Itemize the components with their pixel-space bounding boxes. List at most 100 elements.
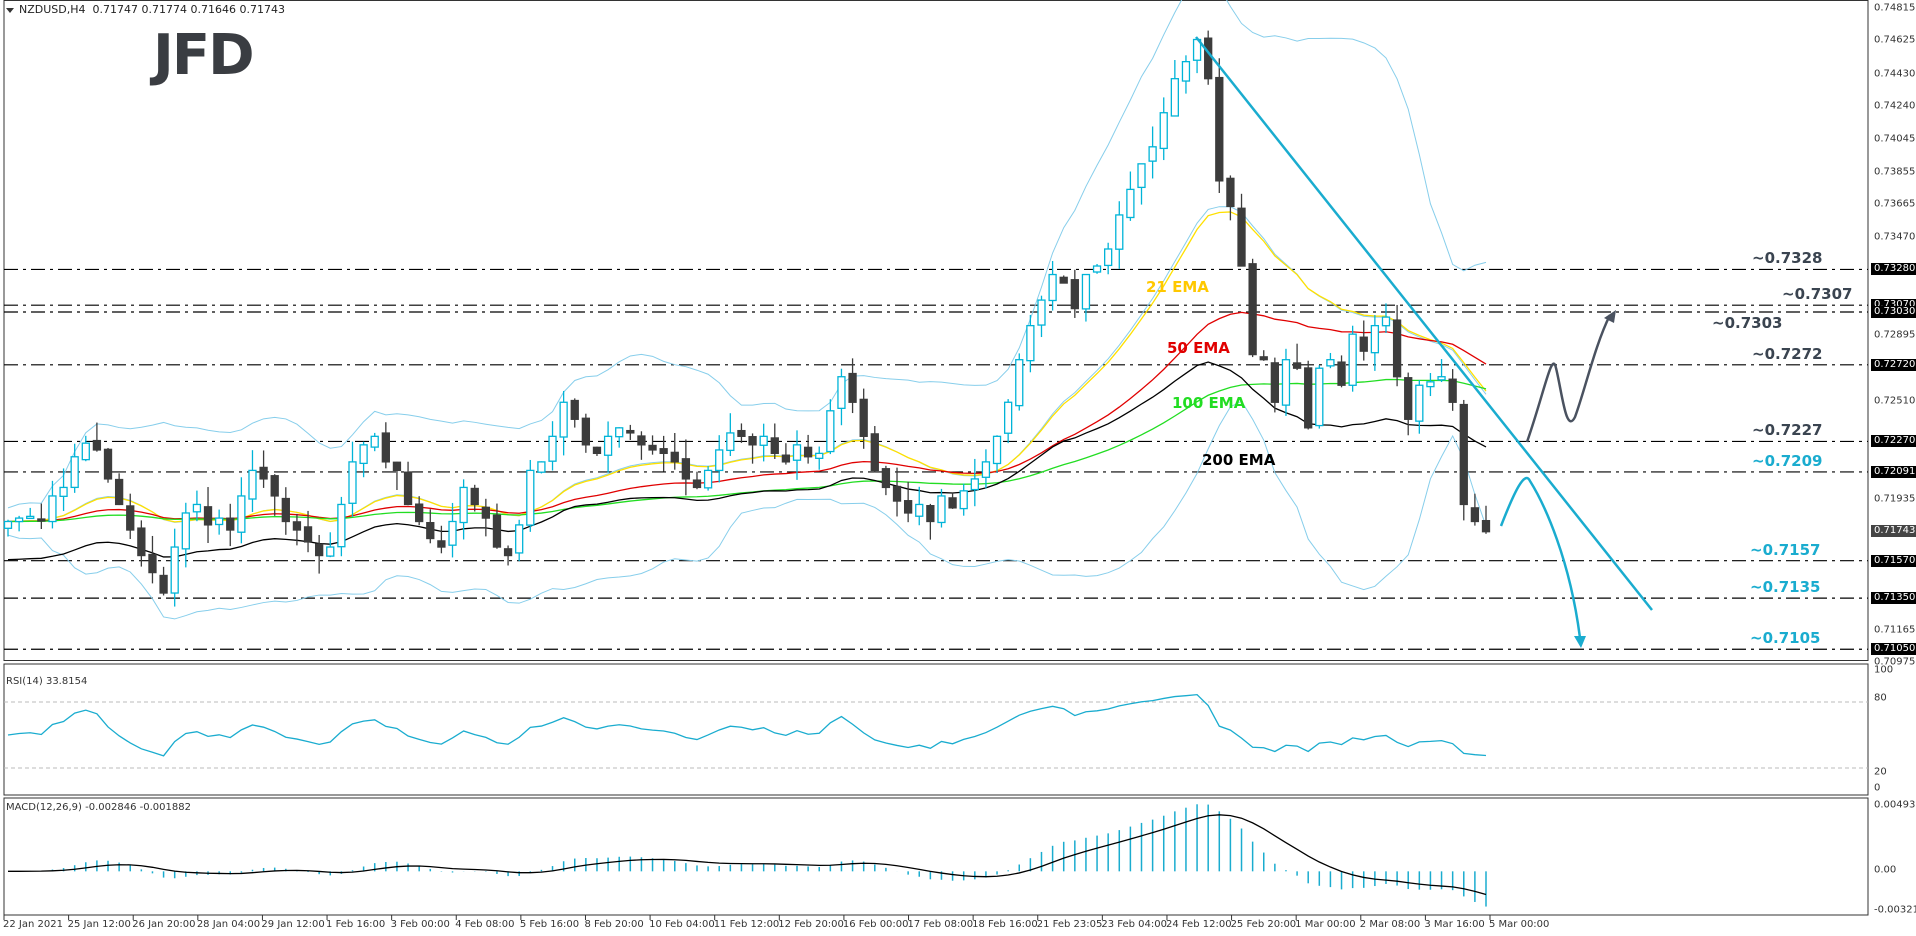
ema200-line [7, 361, 1487, 561]
time-tick-label: 18 Feb 16:00 [972, 919, 1038, 930]
candlesticks [3, 30, 1491, 607]
brand-logo: JFD [153, 23, 255, 88]
bear-candle [803, 446, 813, 458]
bull-candle [815, 452, 824, 459]
bull-candle [1426, 381, 1435, 388]
bull-candle [1037, 299, 1046, 326]
bear-candle [1481, 519, 1491, 533]
price-tick: 0.74815 [1874, 2, 1916, 14]
bearish-scenario-arrow [1499, 476, 1582, 639]
bear-candle [1459, 403, 1468, 506]
rsi-label: RSI(14) 33.8154 [6, 676, 88, 687]
price-tick: 0.71165 [1874, 624, 1916, 636]
ema200-label: 200 EMA [1202, 451, 1276, 469]
bear-candle [1259, 356, 1268, 361]
level-label: ~0.7105 [1750, 629, 1821, 648]
bull-candle [559, 401, 568, 438]
time-tick-label: 2 Mar 08:00 [1359, 919, 1421, 930]
time-tick-label: 24 Feb 12:00 [1165, 919, 1232, 930]
bear-candle [426, 521, 435, 540]
bull-candle [970, 478, 979, 491]
bullish-scenario-arrow [1525, 314, 1612, 443]
time-tick-label: 21 Feb 23:05 [1036, 919, 1103, 930]
bear-candle [415, 503, 424, 523]
price-tick: 0.74625 [1874, 34, 1916, 46]
rsi-tick: 20 [1874, 766, 1887, 778]
bear-candle [137, 527, 146, 557]
bear-candle [892, 485, 902, 502]
ema50-label: 50 EMA [1167, 339, 1230, 357]
bull-candle [792, 444, 802, 461]
level-label: ~0.7307 [1782, 285, 1853, 304]
horizontal-levels [4, 268, 1868, 650]
bull-candle [726, 432, 735, 452]
bear-candle [1470, 507, 1480, 523]
bear-candle [1204, 37, 1213, 80]
price-tick: 0.72510 [1874, 395, 1916, 407]
bear-candle [470, 487, 479, 506]
bull-candle [81, 442, 90, 461]
time-tick-label: 16 Feb 00:00 [842, 919, 909, 930]
bull-candle [3, 520, 13, 529]
price-tick: 0.74045 [1874, 133, 1916, 145]
bull-candle [759, 435, 768, 446]
arrow-head-down-icon [1574, 636, 1586, 648]
bear-candle [492, 514, 502, 548]
bear-candle [637, 435, 646, 446]
bear-candle [1059, 276, 1068, 284]
time-tick-label: 25 Jan 12:00 [67, 919, 131, 930]
bull-candle [959, 490, 968, 510]
price-level-tag: 0.71570 [1871, 554, 1916, 567]
bear-candle [126, 505, 135, 531]
bear-candle [270, 475, 279, 497]
rsi-polyline [7, 693, 1487, 757]
bear-candle [692, 479, 702, 489]
bear-candle [92, 439, 102, 451]
bull-candle [1026, 324, 1035, 362]
bull-candle [715, 449, 724, 472]
bear-candle [670, 451, 679, 463]
bear-candle [581, 417, 591, 446]
dropdown-triangle-icon[interactable] [6, 7, 14, 13]
time-tick-label: 25 Feb 20:00 [1230, 919, 1297, 930]
bull-candle [1137, 163, 1146, 189]
price-level-tag: 0.72720 [1871, 358, 1916, 371]
time-tick-label: 4 Feb 08:00 [455, 919, 515, 930]
bull-candle [981, 461, 991, 478]
bear-candle [159, 574, 168, 594]
axis-tickmarks [3, 915, 1491, 920]
time-tick-label: 1 Mar 00:00 [1295, 919, 1356, 930]
bear-candle [226, 517, 235, 531]
bear-candle [103, 448, 113, 480]
bull-candle [1092, 265, 1102, 273]
macd-signal-line [7, 814, 1487, 896]
bull-candle [915, 503, 924, 517]
rsi-panel-frame [3, 663, 1869, 796]
bull-candle [370, 435, 379, 448]
ema100-line [7, 378, 1487, 523]
bull-candle [70, 456, 79, 489]
ema50-line [7, 311, 1487, 523]
bear-candle [648, 444, 657, 451]
bear-candle [1070, 279, 1079, 310]
bull-candle [1148, 146, 1157, 162]
price-level-tag: 0.71050 [1871, 643, 1916, 656]
time-tick-label: 11 Feb 12:00 [713, 919, 780, 930]
price-level-tag: 0.72270 [1871, 435, 1916, 448]
bear-candle [848, 372, 857, 403]
bear-candle [1404, 377, 1413, 420]
bear-candle [259, 466, 268, 480]
bull-candle [459, 486, 468, 524]
bear-candle [903, 500, 913, 514]
bull-candle [603, 435, 613, 456]
time-tick-label: 3 Feb 00:00 [390, 919, 450, 930]
ema21-line [7, 211, 1487, 523]
level-label: ~0.7272 [1752, 344, 1823, 363]
rsi-line [4, 693, 1868, 769]
chart-header[interactable]: NZDUSD,H4 0.71747 0.71774 0.71646 0.7174… [6, 3, 285, 16]
bear-candle [114, 478, 124, 506]
bull-candle [59, 486, 68, 497]
bear-candle [1270, 362, 1280, 403]
bear-candle [1292, 362, 1302, 369]
